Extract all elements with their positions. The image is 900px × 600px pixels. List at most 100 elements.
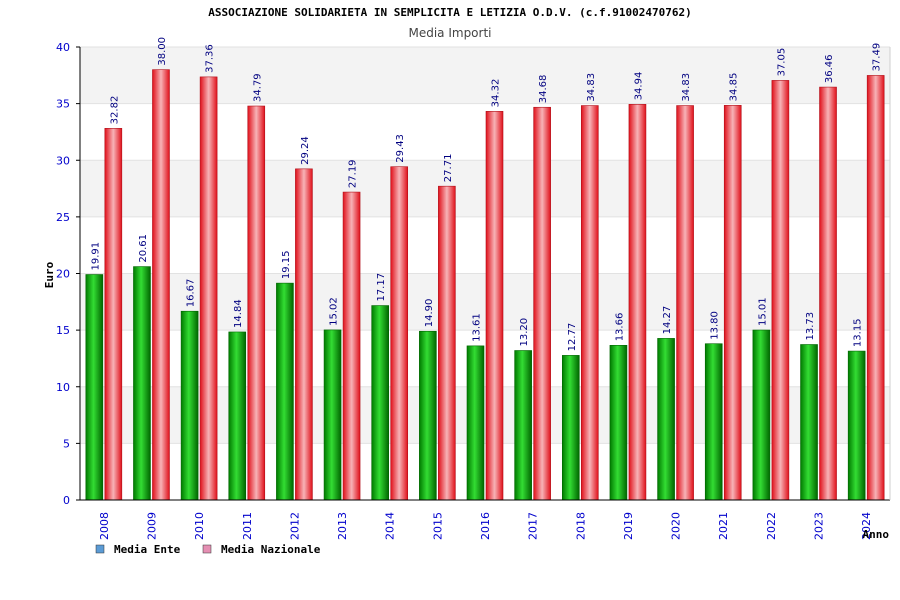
- y-tick-label: 0: [63, 494, 70, 507]
- value-label-media-ente: 17.17: [376, 273, 387, 302]
- bar-media-ente: [847, 350, 866, 501]
- bar-media-nazionale: [628, 104, 647, 501]
- value-label-media-nazionale: 37.05: [776, 48, 787, 77]
- value-label-media-nazionale: 34.83: [586, 73, 597, 102]
- x-tick-label: 2024: [860, 512, 873, 540]
- legend: Media Ente Media Nazionale: [95, 543, 321, 556]
- value-label-media-nazionale: 29.24: [300, 136, 311, 165]
- x-tick-label: 2011: [241, 512, 254, 540]
- value-label-media-ente: 14.90: [424, 299, 435, 328]
- bar-media-ente: [228, 331, 247, 501]
- value-label-media-ente: 20.61: [138, 234, 149, 263]
- y-tick-label: 35: [56, 98, 70, 111]
- y-tick-label: 25: [56, 211, 70, 224]
- bar-media-nazionale: [295, 168, 313, 501]
- x-tick-label: 2015: [431, 512, 444, 540]
- legend-swatch-media-ente: [95, 544, 105, 554]
- value-label-media-ente: 12.77: [567, 323, 578, 352]
- x-tick-label: 2010: [193, 512, 206, 540]
- legend-label-media-ente: Media Ente: [114, 543, 181, 556]
- bar-media-ente: [609, 345, 628, 501]
- y-tick-label: 30: [56, 154, 70, 167]
- bar-media-ente: [466, 345, 485, 501]
- bar-media-nazionale: [676, 105, 694, 501]
- x-tick-label: 2014: [384, 512, 397, 540]
- y-tick-label: 15: [56, 324, 70, 337]
- value-label-media-nazionale: 38.00: [157, 37, 168, 66]
- value-label-media-ente: 15.01: [757, 297, 768, 326]
- bar-media-nazionale: [580, 105, 599, 501]
- value-label-media-nazionale: 27.71: [443, 154, 454, 183]
- x-tick-label: 2019: [622, 512, 635, 540]
- value-label-media-ente: 16.67: [186, 279, 197, 308]
- y-tick-label: 5: [63, 437, 70, 450]
- bars: [85, 69, 885, 501]
- bar-media-ente: [180, 310, 199, 501]
- value-label-media-nazionale: 34.83: [681, 73, 692, 102]
- value-label-media-nazionale: 29.43: [395, 134, 406, 163]
- value-label-media-ente: 19.91: [90, 242, 101, 271]
- x-tick-label: 2016: [479, 512, 492, 540]
- bar-media-ente: [800, 344, 818, 501]
- value-label-media-nazionale: 37.49: [872, 43, 883, 72]
- value-label-media-ente: 13.73: [805, 312, 816, 341]
- y-tick-label: 20: [56, 268, 70, 281]
- bar-media-nazionale: [819, 86, 837, 501]
- bar-media-ente: [752, 329, 771, 501]
- x-tick-label: 2021: [717, 512, 730, 540]
- bar-media-ente: [561, 355, 580, 501]
- value-label-media-nazionale: 34.85: [729, 73, 740, 102]
- bar-media-ente: [323, 329, 342, 501]
- chart-title: ASSOCIAZIONE SOLIDARIETA IN SEMPLICITA E…: [208, 6, 691, 19]
- bar-media-ente: [514, 350, 532, 501]
- bar-media-nazionale: [438, 185, 456, 501]
- value-label-media-nazionale: 34.94: [633, 72, 644, 101]
- value-label-media-ente: 19.15: [281, 250, 292, 279]
- x-tick-label: 2018: [574, 512, 587, 540]
- value-label-media-ente: 15.02: [329, 297, 340, 326]
- x-tick-label: 2013: [336, 512, 349, 540]
- bar-media-ente: [85, 274, 104, 501]
- x-tick-label: 2023: [813, 512, 826, 540]
- bar-media-ente: [276, 282, 294, 501]
- value-label-media-ente: 14.84: [233, 299, 244, 328]
- bar-media-ente: [657, 338, 675, 501]
- legend-label-media-nazionale: Media Nazionale: [221, 543, 321, 556]
- y-axis-label: Euro: [43, 261, 56, 288]
- value-label-media-ente: 13.15: [853, 318, 864, 347]
- bar-media-nazionale: [723, 105, 742, 501]
- bar-media-nazionale: [533, 106, 551, 501]
- value-label-media-ente: 14.27: [662, 306, 673, 335]
- x-tick-labels: 2008 2009 2010 2011 2012 2013 2014 2015 2016 2017…: [98, 512, 873, 540]
- value-label-media-ente: 13.80: [710, 311, 721, 340]
- bar-media-nazionale: [771, 80, 790, 501]
- y-tick-labels: 0 5 10 15 20 25 30 35 40: [56, 41, 80, 507]
- bar-media-nazionale: [199, 76, 218, 501]
- bar-media-nazionale: [104, 128, 123, 501]
- bar-value-labels: 19.91 32.82 20.61 38.00 16.67 37.36 14.84 34.79…: [90, 37, 882, 351]
- legend-swatch-media-nazionale: [202, 544, 212, 554]
- y-tick-label: 40: [56, 41, 70, 54]
- x-tick-label: 2020: [670, 512, 683, 540]
- value-label-media-nazionale: 27.19: [348, 159, 359, 188]
- bar-media-ente: [704, 343, 723, 501]
- value-label-media-nazionale: 34.79: [252, 73, 263, 102]
- value-label-media-nazionale: 34.68: [538, 75, 549, 104]
- value-label-media-ente: 13.61: [472, 313, 483, 342]
- x-tick-label: 2017: [527, 512, 540, 540]
- value-label-media-ente: 13.66: [614, 313, 625, 342]
- bar-media-ente: [371, 305, 390, 501]
- value-label-media-nazionale: 34.32: [491, 79, 502, 108]
- bar-media-nazionale: [485, 111, 504, 501]
- x-tick-label: 2022: [765, 512, 778, 540]
- bar-media-nazionale: [390, 166, 409, 501]
- y-tick-label: 10: [56, 381, 70, 394]
- bar-media-nazionale: [152, 69, 170, 501]
- value-label-media-nazionale: 32.82: [109, 96, 120, 125]
- bar-media-nazionale: [866, 75, 885, 501]
- value-label-media-nazionale: 36.46: [824, 54, 835, 83]
- x-tick-label: 2008: [98, 512, 111, 540]
- x-axis-label: Anno: [863, 528, 890, 541]
- x-tick-label: 2012: [288, 512, 301, 540]
